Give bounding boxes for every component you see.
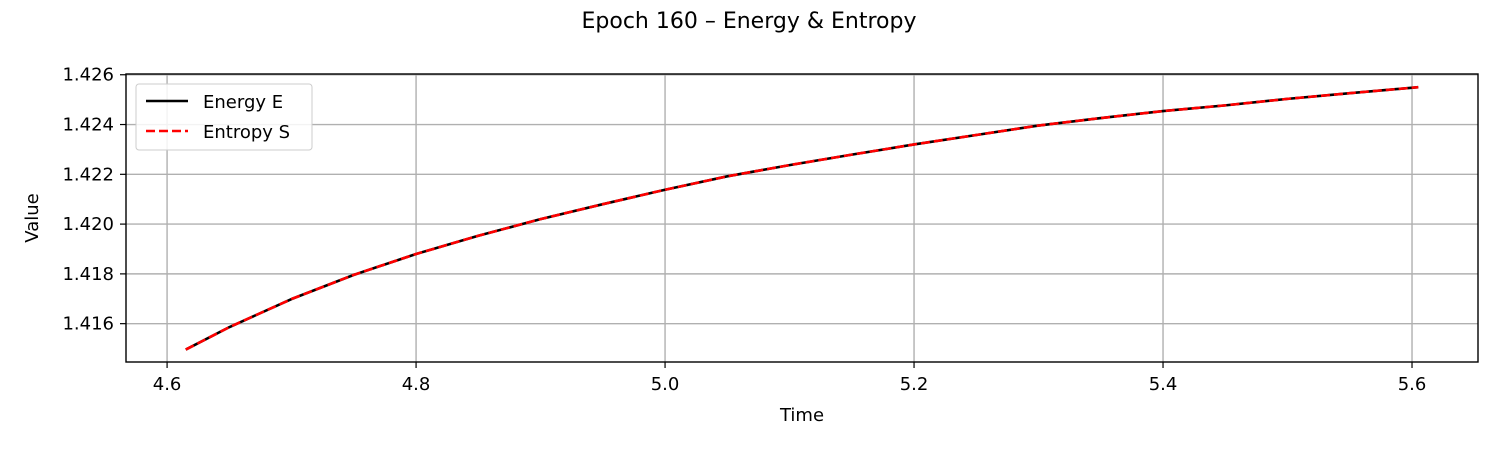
chart-title: Epoch 160 – Energy & Entropy (582, 9, 917, 34)
x-axis-title: Time (779, 405, 824, 426)
y-tick-label: 1.422 (62, 164, 114, 185)
y-tick-label: 1.418 (62, 264, 114, 285)
y-tick-label: 1.426 (62, 65, 114, 86)
legend-label-entropy: Entropy S (203, 122, 290, 143)
x-axis: 4.6 4.8 5.0 5.2 5.4 5.6 (153, 362, 1427, 395)
y-tick-label: 1.416 (62, 314, 114, 335)
plot-frame (125, 73, 1479, 363)
y-tick-label: 1.420 (62, 214, 114, 235)
series-line-energy (185, 85, 1419, 351)
x-tick-label: 5.0 (651, 374, 680, 395)
legend: Energy E Entropy S (135, 83, 313, 151)
series-layer (185, 85, 1419, 351)
x-tick-label: 4.8 (402, 374, 431, 395)
y-tick-label: 1.424 (62, 115, 114, 136)
y-axis-title: Value (22, 193, 43, 242)
x-tick-label: 4.6 (153, 374, 182, 395)
x-tick-label: 5.2 (900, 374, 929, 395)
x-tick-label: 5.6 (1398, 374, 1427, 395)
x-tick-label: 5.4 (1149, 374, 1178, 395)
legend-label-energy: Energy E (203, 92, 283, 113)
y-axis: 1.416 1.418 1.420 1.422 1.424 1.426 (62, 65, 126, 335)
series-line-entropy (185, 85, 1419, 351)
grid (126, 74, 1478, 362)
